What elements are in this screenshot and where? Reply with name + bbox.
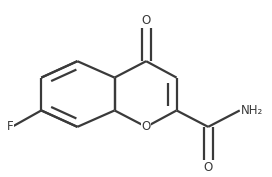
Text: O: O [203, 161, 213, 174]
Text: NH₂: NH₂ [241, 104, 263, 117]
Text: O: O [141, 120, 151, 133]
Text: F: F [7, 120, 13, 133]
Text: O: O [141, 15, 151, 27]
